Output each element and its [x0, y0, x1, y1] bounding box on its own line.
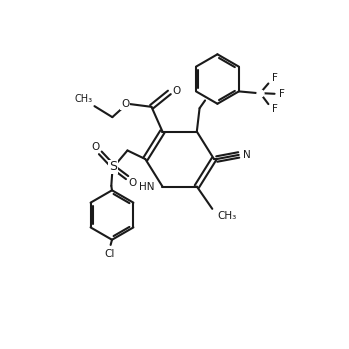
Text: CH₃: CH₃ [75, 95, 93, 104]
Text: F: F [279, 89, 285, 99]
Text: O: O [92, 142, 100, 152]
Text: O: O [121, 99, 129, 109]
Text: O: O [172, 86, 180, 96]
Text: Cl: Cl [104, 250, 114, 259]
Text: F: F [272, 73, 278, 83]
Text: O: O [129, 178, 137, 188]
Text: F: F [272, 104, 278, 114]
Text: N: N [243, 150, 251, 160]
Text: HN: HN [139, 181, 155, 192]
Text: S: S [109, 161, 117, 173]
Text: CH₃: CH₃ [217, 210, 237, 221]
